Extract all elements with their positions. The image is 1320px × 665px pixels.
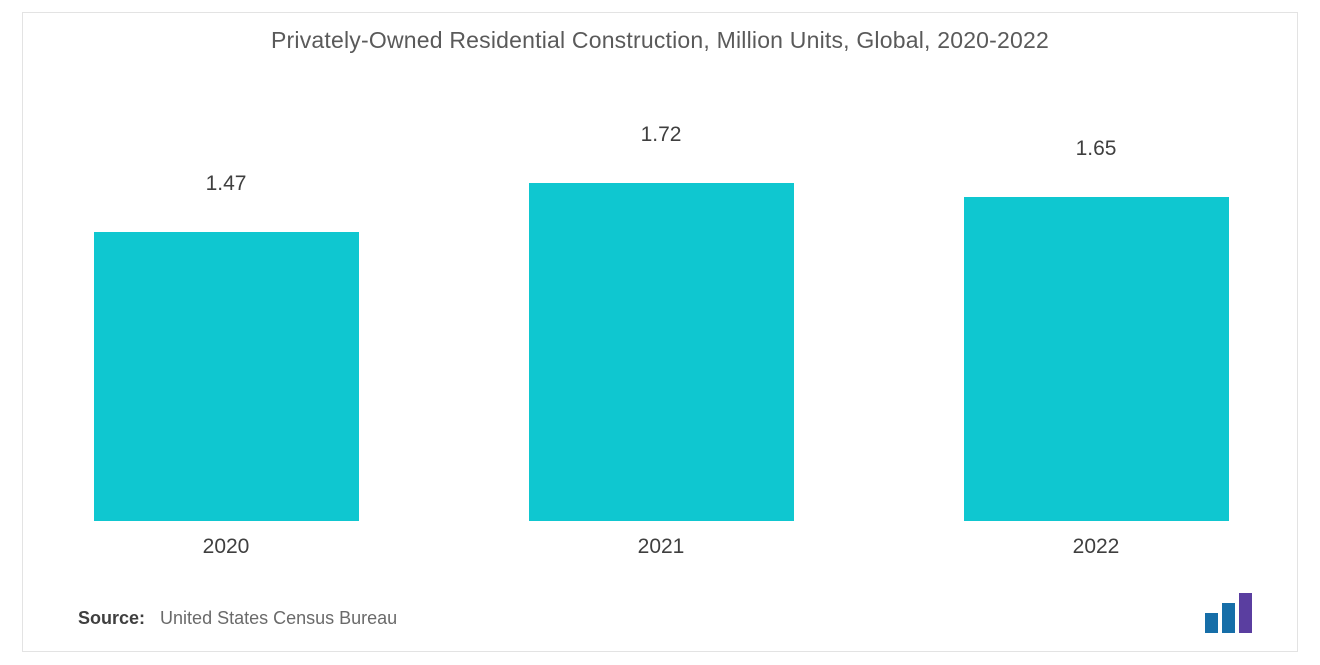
- bar-category-label: 2020: [94, 535, 359, 559]
- chart-frame: Privately-Owned Residential Construction…: [22, 12, 1298, 652]
- source-line: Source: United States Census Bureau: [78, 608, 397, 629]
- brand-logo-icon: [1205, 593, 1261, 633]
- bar: [964, 197, 1229, 521]
- logo-bar: [1205, 613, 1218, 633]
- bar-value-label: 1.72: [529, 123, 794, 147]
- bar: [94, 232, 359, 521]
- bar-slot: 1.722021: [529, 183, 794, 521]
- bar-slot: 1.472020: [94, 183, 359, 521]
- chart-title: Privately-Owned Residential Construction…: [23, 27, 1297, 54]
- source-text: United States Census Bureau: [160, 608, 397, 628]
- bar-value-label: 1.47: [94, 172, 359, 196]
- bar-slot: 1.652022: [964, 183, 1229, 521]
- plot-area: 1.472020 1.722021 1.652022: [93, 183, 1229, 521]
- bar-category-label: 2021: [529, 535, 794, 559]
- bar: [529, 183, 794, 521]
- logo-bar: [1239, 593, 1252, 633]
- source-label: Source:: [78, 608, 145, 628]
- logo-bar: [1222, 603, 1235, 633]
- bar-value-label: 1.65: [964, 137, 1229, 161]
- bar-category-label: 2022: [964, 535, 1229, 559]
